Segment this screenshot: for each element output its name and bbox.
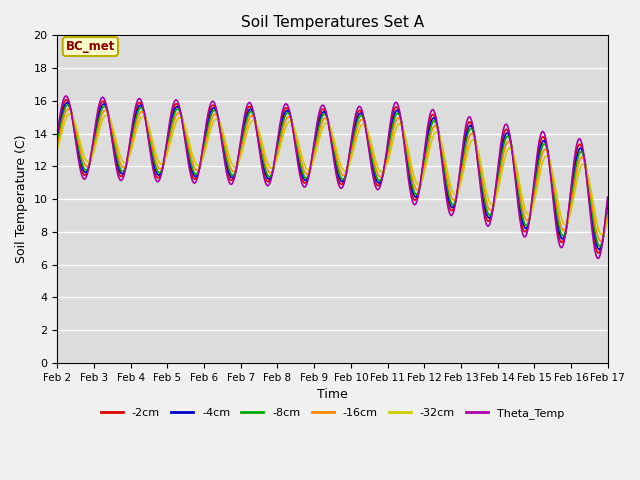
-4cm bbox=[63, 100, 71, 106]
-8cm bbox=[554, 217, 562, 223]
-4cm bbox=[604, 204, 611, 210]
-16cm bbox=[597, 238, 605, 244]
Line: -8cm: -8cm bbox=[58, 105, 607, 246]
-2cm bbox=[595, 250, 602, 256]
-2cm bbox=[54, 132, 61, 138]
-16cm bbox=[433, 124, 440, 130]
X-axis label: Time: Time bbox=[317, 388, 348, 401]
-2cm bbox=[63, 97, 70, 103]
-8cm bbox=[199, 153, 207, 159]
-8cm bbox=[175, 107, 183, 113]
Theta_Temp bbox=[54, 130, 61, 136]
-8cm bbox=[325, 120, 333, 126]
Legend: -2cm, -4cm, -8cm, -16cm, -32cm, Theta_Temp: -2cm, -4cm, -8cm, -16cm, -32cm, Theta_Te… bbox=[96, 403, 569, 423]
-32cm bbox=[175, 115, 183, 121]
Theta_Temp bbox=[433, 117, 440, 123]
-16cm bbox=[325, 120, 333, 126]
-4cm bbox=[325, 120, 333, 126]
-4cm bbox=[433, 120, 440, 125]
-2cm bbox=[433, 120, 440, 125]
-32cm bbox=[604, 217, 611, 223]
Theta_Temp bbox=[604, 194, 611, 200]
Theta_Temp bbox=[199, 146, 207, 152]
Text: BC_met: BC_met bbox=[66, 40, 115, 53]
Theta_Temp bbox=[378, 176, 386, 181]
-32cm bbox=[325, 122, 333, 128]
-8cm bbox=[54, 140, 61, 145]
-8cm bbox=[596, 243, 604, 249]
-16cm bbox=[554, 209, 562, 215]
-16cm bbox=[175, 110, 183, 116]
Line: Theta_Temp: Theta_Temp bbox=[58, 96, 607, 258]
-2cm bbox=[175, 105, 183, 110]
-32cm bbox=[199, 156, 207, 162]
Theta_Temp bbox=[554, 236, 562, 241]
Theta_Temp bbox=[325, 122, 333, 128]
-32cm bbox=[554, 199, 562, 205]
-4cm bbox=[199, 151, 207, 156]
-32cm bbox=[433, 129, 440, 135]
Line: -2cm: -2cm bbox=[58, 100, 607, 253]
-16cm bbox=[54, 143, 61, 149]
-2cm bbox=[378, 174, 386, 180]
-2cm bbox=[199, 147, 207, 153]
-16cm bbox=[64, 106, 72, 112]
-8cm bbox=[433, 121, 440, 127]
Line: -32cm: -32cm bbox=[58, 114, 607, 235]
-32cm bbox=[378, 169, 386, 175]
Line: -16cm: -16cm bbox=[58, 109, 607, 241]
Title: Soil Temperatures Set A: Soil Temperatures Set A bbox=[241, 15, 424, 30]
Theta_Temp bbox=[175, 102, 183, 108]
-2cm bbox=[604, 197, 611, 203]
-8cm bbox=[63, 102, 71, 108]
-4cm bbox=[54, 137, 61, 143]
-4cm bbox=[175, 106, 183, 111]
-16cm bbox=[378, 172, 386, 178]
-4cm bbox=[595, 246, 603, 252]
-32cm bbox=[66, 111, 74, 117]
-2cm bbox=[554, 229, 562, 235]
-16cm bbox=[199, 155, 207, 160]
-4cm bbox=[554, 223, 562, 228]
Y-axis label: Soil Temperature (C): Soil Temperature (C) bbox=[15, 135, 28, 264]
-8cm bbox=[604, 208, 611, 214]
Theta_Temp bbox=[594, 255, 602, 261]
-8cm bbox=[378, 174, 386, 180]
-2cm bbox=[325, 122, 333, 128]
-32cm bbox=[54, 146, 61, 152]
-32cm bbox=[598, 232, 606, 238]
Line: -4cm: -4cm bbox=[58, 103, 607, 249]
-4cm bbox=[378, 175, 386, 180]
Theta_Temp bbox=[62, 93, 70, 99]
-16cm bbox=[604, 213, 611, 218]
